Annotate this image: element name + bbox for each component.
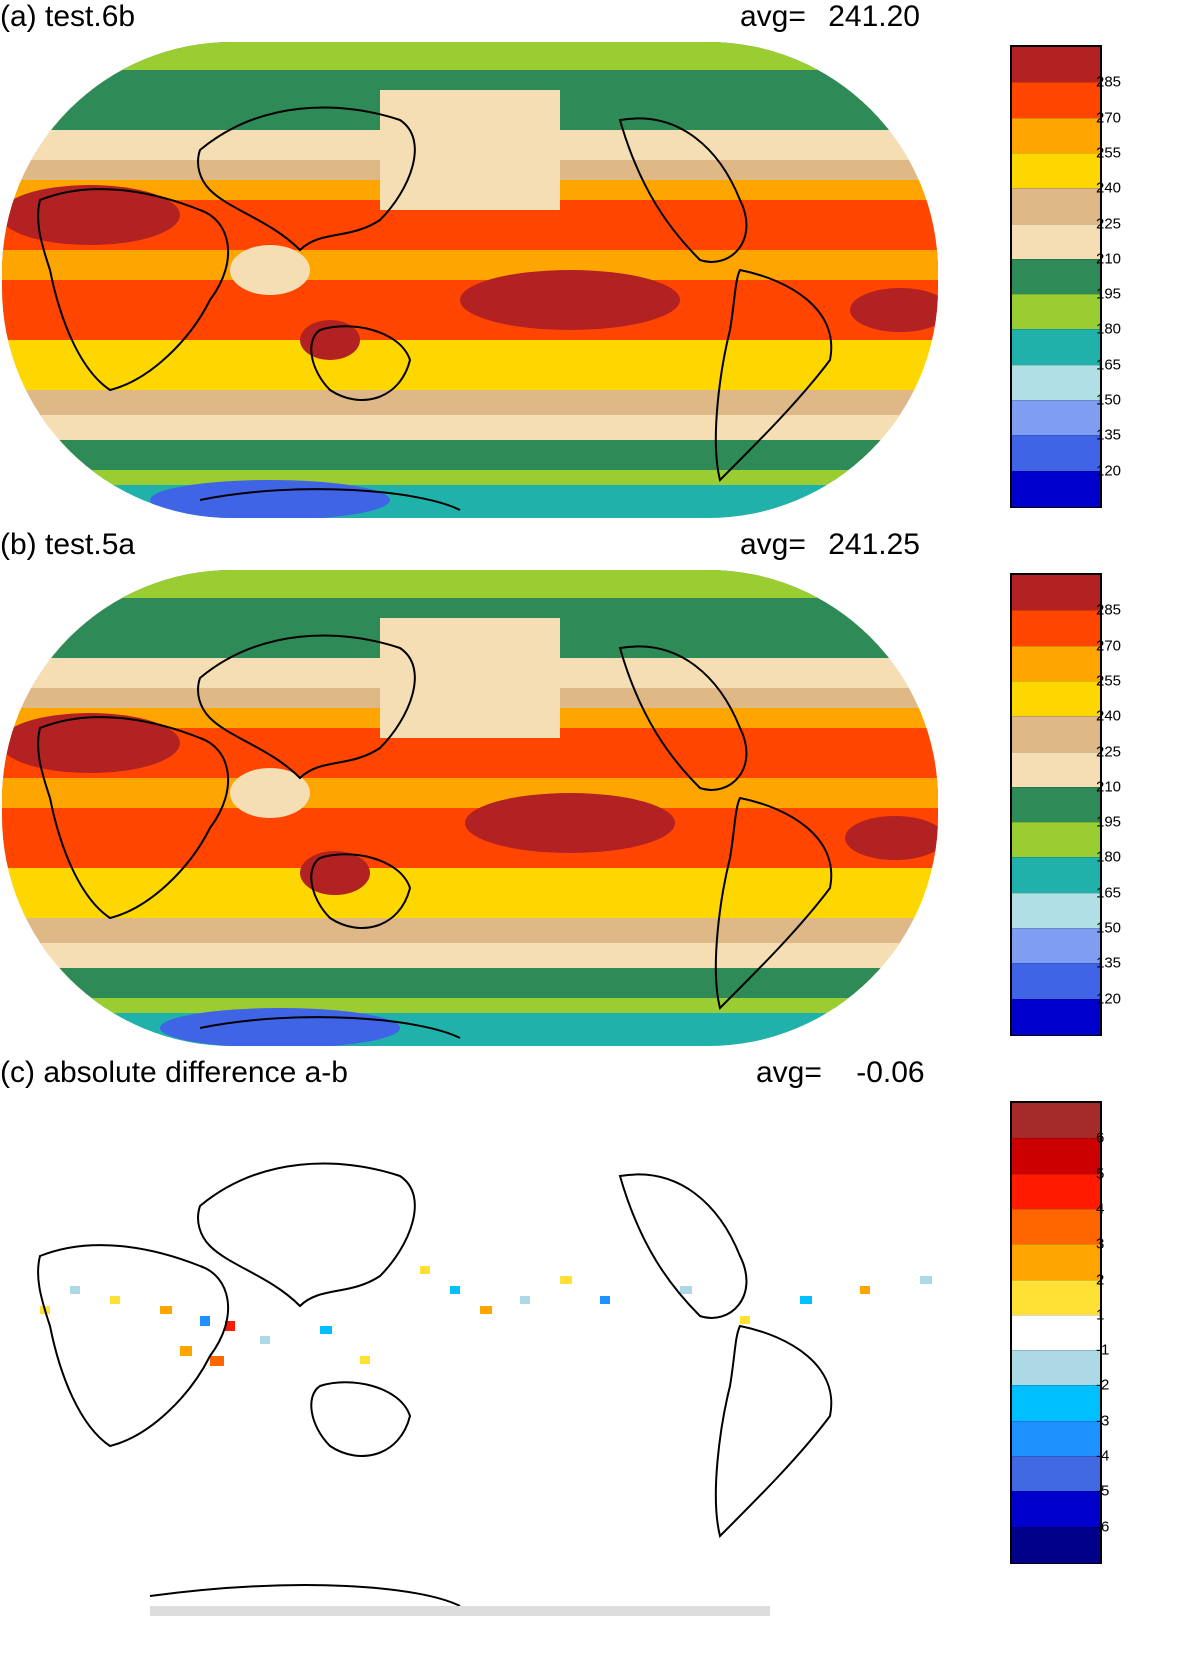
colorbar-swatch [1012,188,1100,225]
colorbar-label: -4 [1096,1447,1110,1465]
panel-b: (b) test.5a avg= 241.25 [0,528,1188,1048]
colorbar-swatch [1012,1244,1100,1281]
colorbar-swatch [1012,822,1100,859]
colorbar-label: 255 [1096,672,1122,690]
colorbar-swatch [1012,1103,1100,1139]
colorbar-swatch [1012,1208,1100,1246]
colorbar-swatch [1012,1173,1100,1210]
colorbar-label: -5 [1096,1482,1110,1500]
colorbar-label: 285 [1096,601,1122,619]
avg-label: avg= [740,0,806,33]
colorbar-label: 6 [1096,1129,1105,1147]
colorbar-swatch [1012,1526,1100,1563]
avg-label: avg= [740,528,806,561]
colorbar-label: 3 [1096,1235,1105,1253]
panel-average: avg= -0.06 [720,1058,925,1088]
colorbar-swatch [1012,716,1100,753]
panel-average: avg= 241.25 [720,530,920,560]
colorbar-swatch [1012,223,1100,260]
colorbar-label: 120 [1096,990,1122,1008]
colorbar-swatch [1012,786,1100,824]
avg-value: 241.25 [828,528,920,561]
colorbar-label: -1 [1096,1341,1110,1359]
colorbar-swatch [1012,364,1100,402]
colorbar-swatch [1012,1138,1100,1175]
colorbar-label: -6 [1096,1518,1110,1536]
colorbar-label: 150 [1096,391,1122,409]
colorbar-label: 120 [1096,462,1122,480]
colorbar-label: 135 [1096,954,1122,972]
colorbar-swatch [1012,610,1100,647]
colorbar-swatch [1012,963,1100,1000]
colorbar-label: 210 [1096,778,1122,796]
colorbar-swatch [1012,258,1100,296]
colorbar-swatch [1012,1420,1100,1458]
colorbar-label: 225 [1096,215,1122,233]
colorbar-swatch [1012,1279,1100,1316]
avg-value: -0.06 [856,1056,925,1089]
panel-title: (b) test.5a [0,528,136,561]
panel-average: avg= 241.20 [720,2,920,32]
colorbar-b: 120 135 150 165 180 195 210 225 240 255 270 285 [1010,573,1121,1036]
map-panel-c [0,1096,960,1616]
panel-c: (c) absolute difference a-b avg= -0.06 [0,1056,1188,1677]
colorbar-label: 225 [1096,743,1122,761]
colorbar-label: 255 [1096,144,1122,162]
panel-a: (a) test.6b avg= 241.20 [0,0,1188,520]
colorbar-swatch [1012,928,1100,965]
panel-title: (a) test.6b [0,0,136,33]
colorbar-label: 180 [1096,848,1122,866]
colorbar-swatch [1012,680,1100,718]
panel-title: (c) absolute difference a-b [0,1056,348,1089]
map-panel-a [2,42,938,518]
colorbar-label: 270 [1096,637,1122,655]
colorbar-label: 285 [1096,73,1122,91]
colorbar-swatch [1012,82,1100,119]
colorbar-label: 4 [1096,1200,1105,1218]
avg-value: 241.20 [828,0,920,33]
colorbar-swatch [1012,645,1100,682]
colorbar-label: 195 [1096,813,1122,831]
colorbar-label: 1 [1096,1306,1105,1324]
colorbar-swatch [1012,117,1100,154]
colorbar-swatch [1012,1491,1100,1528]
colorbar-label: 5 [1096,1165,1105,1183]
avg-label: avg= [756,1056,822,1089]
colorbar-swatch [1012,329,1100,366]
difference-speckles [40,1266,932,1366]
colorbar-label: 165 [1096,884,1122,902]
colorbar-swatch [1012,1314,1100,1352]
colorbar-label: 2 [1096,1271,1105,1289]
colorbar-swatch [1012,294,1100,331]
colorbar-swatch [1012,435,1100,472]
colorbar-swatch [1012,47,1100,83]
colorbar-label: -3 [1096,1412,1110,1430]
colorbar-label: 150 [1096,919,1122,937]
colorbar-a: 120 135 150 165 180 195 210 225 240 255 270 285 [1010,45,1121,508]
colorbar-swatch [1012,400,1100,437]
colorbar-swatch [1012,575,1100,611]
colorbar-label: 240 [1096,707,1122,725]
colorbar-label: 180 [1096,320,1122,338]
map-panel-b [2,570,938,1046]
colorbar-label: 165 [1096,356,1122,374]
colorbar-swatch [1012,1456,1100,1493]
colorbar-swatch [1012,857,1100,894]
colorbar-label: -2 [1096,1376,1110,1394]
colorbar-label: 135 [1096,426,1122,444]
colorbar-swatch [1012,152,1100,190]
colorbar-swatch [1012,892,1100,930]
colorbar-swatch [1012,1385,1100,1422]
colorbar-c: -6 -5 -4 -3 -2 -1 1 2 3 4 5 6 [1010,1101,1109,1564]
colorbar-label: 210 [1096,250,1122,268]
colorbar-swatch [1012,751,1100,788]
colorbar-swatch [1012,998,1100,1035]
colorbar-swatch [1012,470,1100,507]
colorbar-label: 240 [1096,179,1122,197]
colorbar-label: 270 [1096,109,1122,127]
colorbar-swatch [1012,1350,1100,1387]
colorbar-label: 195 [1096,285,1122,303]
